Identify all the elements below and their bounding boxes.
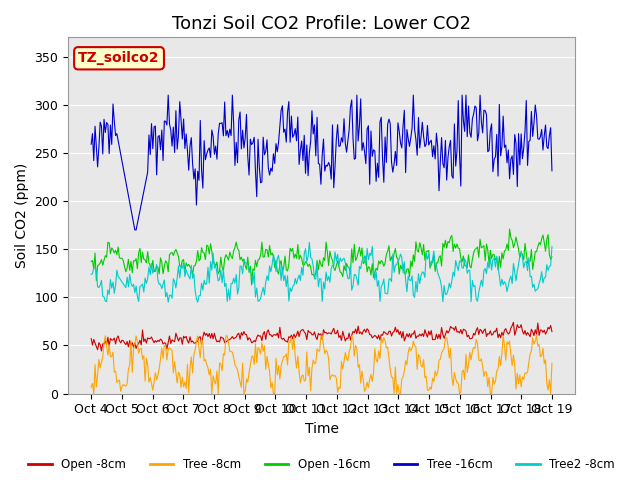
Tree2 -8cm [305, 240, 313, 245]
Open -8cm [241, 332, 249, 337]
Tree -8cm [525, 360, 532, 366]
X-axis label: Time: Time [305, 422, 339, 436]
Open -8cm [98, 348, 106, 354]
Tree -8cm [243, 376, 250, 382]
Tree -16cm [250, 134, 258, 140]
Tree -8cm [548, 360, 556, 366]
Tree -8cm [147, 375, 154, 381]
Tree -8cm [227, 348, 235, 354]
Tree2 -8cm [144, 276, 152, 282]
Tree -16cm [525, 139, 532, 144]
Legend: Open -8cm, Tree -8cm, Open -16cm, Tree -16cm, Tree2 -8cm: Open -8cm, Tree -8cm, Open -16cm, Tree -… [24, 453, 620, 475]
Line: Open -16cm: Open -16cm [91, 229, 552, 285]
Open -16cm [248, 282, 255, 288]
Open -8cm [145, 336, 153, 342]
Open -8cm [290, 331, 298, 337]
Tree -8cm [90, 391, 97, 396]
Tree -16cm [131, 227, 139, 233]
Title: Tonzi Soil CO2 Profile: Lower CO2: Tonzi Soil CO2 Profile: Lower CO2 [172, 15, 471, 33]
Open -16cm [506, 226, 513, 232]
Open -16cm [87, 259, 95, 264]
Tree2 -8cm [548, 244, 556, 250]
Tree2 -8cm [226, 297, 234, 303]
Y-axis label: Soil CO2 (ppm): Soil CO2 (ppm) [15, 163, 29, 268]
Open -16cm [290, 255, 298, 261]
Line: Tree -16cm: Tree -16cm [91, 95, 552, 230]
Open -16cm [249, 266, 257, 272]
Open -8cm [226, 336, 234, 342]
Line: Open -8cm: Open -8cm [91, 322, 552, 351]
Tree -8cm [250, 361, 258, 367]
Line: Tree -8cm: Tree -8cm [91, 336, 552, 394]
Tree -16cm [145, 132, 153, 138]
Tree -16cm [548, 168, 556, 174]
Tree -16cm [291, 126, 299, 132]
Tree -8cm [87, 384, 95, 390]
Tree2 -8cm [87, 272, 95, 277]
Open -8cm [249, 339, 257, 345]
Open -8cm [509, 319, 517, 325]
Tree -16cm [87, 141, 95, 147]
Open -16cm [240, 256, 248, 262]
Open -16cm [225, 257, 232, 263]
Line: Tree2 -8cm: Tree2 -8cm [91, 242, 552, 302]
Tree -8cm [291, 354, 299, 360]
Tree2 -8cm [249, 280, 257, 286]
Text: TZ_soilco2: TZ_soilco2 [78, 51, 160, 65]
Tree -16cm [164, 92, 172, 98]
Open -8cm [525, 332, 532, 337]
Tree2 -8cm [194, 299, 202, 305]
Tree -16cm [227, 132, 235, 138]
Tree -16cm [243, 111, 250, 117]
Open -16cm [548, 254, 556, 260]
Open -8cm [548, 329, 556, 335]
Open -16cm [144, 249, 152, 254]
Tree2 -8cm [241, 260, 249, 265]
Open -16cm [525, 258, 532, 264]
Open -8cm [87, 336, 95, 341]
Tree -8cm [102, 333, 109, 339]
Tree2 -8cm [525, 255, 532, 261]
Tree2 -8cm [290, 282, 298, 288]
